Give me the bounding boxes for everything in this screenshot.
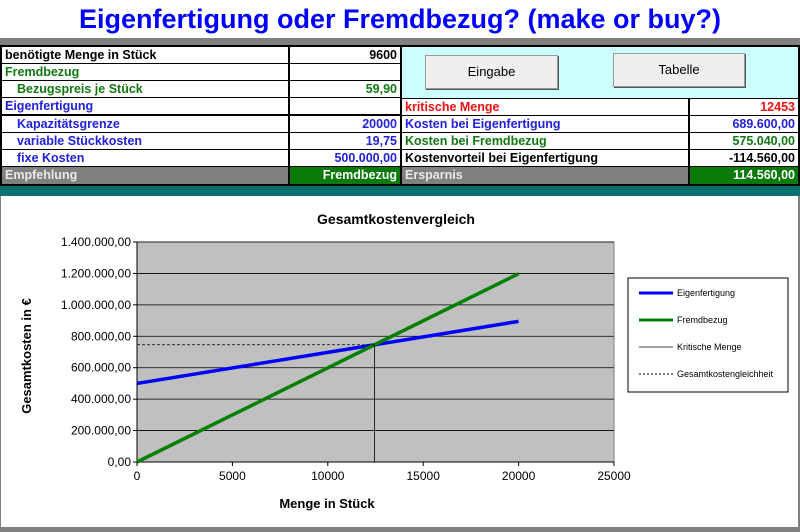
fix-kosten-input[interactable]: 500.000,00 [290, 150, 400, 166]
legend-gleich: Gesamtkostengleichheit [677, 369, 774, 379]
empfehlung-label: Empfehlung [2, 167, 288, 184]
fremd-line [136, 272, 520, 464]
legend-krit: Kritische Menge [677, 342, 742, 352]
y-axis-label: Gesamtkosten in € [19, 298, 34, 414]
eingabe-button[interactable]: Eingabe [425, 55, 558, 89]
k-eigen-label: Kosten bei Eigenfertigung [402, 116, 688, 132]
legend-fremd: Fremdbezug [677, 315, 728, 325]
legend-box [627, 277, 789, 393]
empty-cell [290, 64, 400, 80]
y-tick-label: 800.000,00 [71, 329, 131, 343]
cost-chart: Gesamtkostenvergleich Menge in Stück Ges… [19, 211, 789, 511]
menge-label: benötigte Menge in Stück [2, 47, 288, 63]
empty-cell [290, 98, 400, 114]
x-tick-label: 0 [134, 469, 141, 483]
legend-eigen: Eigenfertigung [677, 288, 735, 298]
k-fremd-value: 575.040,00 [690, 133, 798, 149]
kapazitaet-label: Kapazitätsgrenze [2, 116, 288, 132]
menge-input[interactable]: 9600 [290, 47, 400, 63]
vorteil-label: Kostenvorteil bei Eigenfertigung [402, 150, 688, 166]
fremdbezug-header: Fremdbezug [2, 64, 288, 80]
x-tick-label: 15000 [407, 469, 441, 483]
tabelle-button[interactable]: Tabelle [613, 53, 745, 87]
krit-label: kritische Menge [402, 99, 688, 115]
x-tick-label: 10000 [311, 469, 345, 483]
var-kosten-label: variable Stückkosten [2, 133, 288, 149]
plot-area [136, 241, 615, 463]
bezugspreis-label: Bezugspreis je Stück [2, 81, 288, 97]
button-area: Eingabe Tabelle [402, 47, 798, 98]
k-fremd-label: Kosten bei Fremdbezug [402, 133, 688, 149]
ersparnis-value: 114.560,00 [690, 167, 798, 184]
fix-kosten-label: fixe Kosten [2, 150, 288, 166]
y-tick-label: 1.000.000,00 [61, 298, 131, 312]
y-tick-label: 600.000,00 [71, 361, 131, 375]
x-tick-label: 5000 [219, 469, 246, 483]
x-tick-label: 20000 [502, 469, 536, 483]
separator [0, 186, 800, 196]
bezugspreis-input[interactable]: 59,90 [290, 81, 400, 97]
eigen-header: Eigenfertigung [2, 98, 288, 114]
kapazitaet-input[interactable]: 20000 [290, 116, 400, 132]
chart-panel: Gesamtkostenvergleich Menge in Stück Ges… [1, 196, 798, 527]
vorteil-value: -114.560,00 [690, 150, 798, 166]
empfehlung-value: Fremdbezug [290, 167, 400, 184]
legend: Eigenfertigung Fremdbezug Kritische Meng… [627, 277, 789, 393]
y-tick-label: 400.000,00 [71, 392, 131, 406]
results-table: benötigte Menge in Stück 9600 Fremdbezug… [0, 45, 800, 186]
y-tick-label: 1.200.000,00 [61, 266, 131, 280]
y-tick-label: 200.000,00 [71, 424, 131, 438]
page-title: Eigenfertigung oder Fremdbezug? (make or… [0, 0, 800, 38]
var-kosten-input[interactable]: 19,75 [290, 133, 400, 149]
y-tick-label: 1.400.000,00 [61, 235, 131, 249]
ersparnis-label: Ersparnis [402, 167, 688, 184]
eigen-line [136, 319, 519, 386]
y-tick-label: 0,00 [108, 455, 132, 469]
krit-value: 12453 [690, 99, 798, 115]
x-tick-label: 25000 [597, 469, 631, 483]
k-eigen-value: 689.600,00 [690, 116, 798, 132]
chart-title: Gesamtkostenvergleich [317, 211, 475, 227]
x-axis-label: Menge in Stück [279, 496, 375, 511]
